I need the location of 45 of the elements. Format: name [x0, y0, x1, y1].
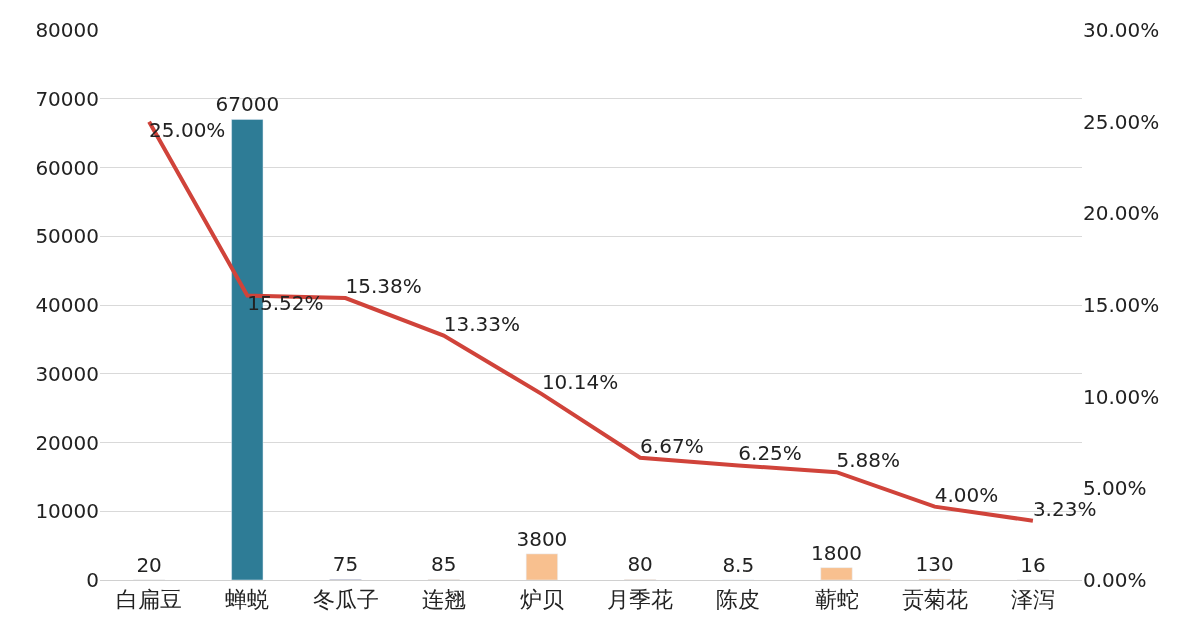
data-label: 6.67%: [640, 433, 704, 458]
x-tick-label: 蕲蛇: [814, 587, 859, 613]
x-tick-label: 冬瓜子: [312, 587, 379, 613]
data-label: 130: [915, 552, 954, 577]
data-label: 85: [430, 552, 457, 577]
data-label: 8.5: [722, 552, 755, 577]
data-label: 20: [136, 552, 162, 577]
y2-tick-label: 15.00%: [1083, 293, 1160, 317]
data-label: 75: [332, 552, 359, 577]
y-tick-label: 0: [86, 568, 99, 592]
y-tick-label: 30000: [35, 361, 99, 386]
x-tick-label: 贡菊花: [901, 587, 968, 613]
y-tick-label: 50000: [35, 224, 99, 249]
data-label: 4.00%: [934, 482, 999, 507]
y-tick-label: 80000: [35, 18, 99, 42]
data-label: 5.88%: [836, 448, 901, 473]
x-tick-label: 蝉蜕: [225, 587, 270, 613]
data-label: 13.33%: [443, 311, 520, 336]
data-label: 1800: [811, 540, 862, 565]
data-label: 10.14%: [541, 370, 619, 395]
x-tick-label: 泽泻: [1010, 587, 1055, 613]
data-label: 6.25%: [738, 441, 802, 466]
x-tick-label: 陈皮: [716, 587, 761, 613]
y-tick-label: 70000: [35, 86, 99, 111]
data-label: 80: [627, 552, 653, 577]
y2-tick-label: 10.00%: [1083, 384, 1160, 409]
y-tick-label: 40000: [35, 293, 99, 317]
x-tick-label: 炉贝: [519, 587, 564, 613]
bar: [820, 567, 853, 580]
y2-tick-label: 0.00%: [1083, 568, 1147, 592]
data-label: 16: [1020, 552, 1046, 577]
y-tick-label: 60000: [35, 155, 99, 180]
bar: [525, 553, 558, 580]
y2-tick-label: 20.00%: [1083, 201, 1160, 226]
line-series: [147, 119, 1035, 523]
x-tick-label: 连翘: [421, 587, 466, 613]
y2-tick-label: 25.00%: [1083, 109, 1160, 134]
x-tick-label: 白扁豆: [116, 587, 183, 613]
data-label: 3800: [516, 526, 568, 551]
data-label: 15.38%: [345, 274, 422, 299]
y2-tick-label: 30.00%: [1083, 18, 1160, 42]
y-tick-label: 10000: [35, 499, 99, 524]
x-tick-label: 月季花: [607, 587, 674, 613]
data-label: 67000: [215, 92, 280, 117]
y-tick-label: 20000: [35, 430, 99, 455]
